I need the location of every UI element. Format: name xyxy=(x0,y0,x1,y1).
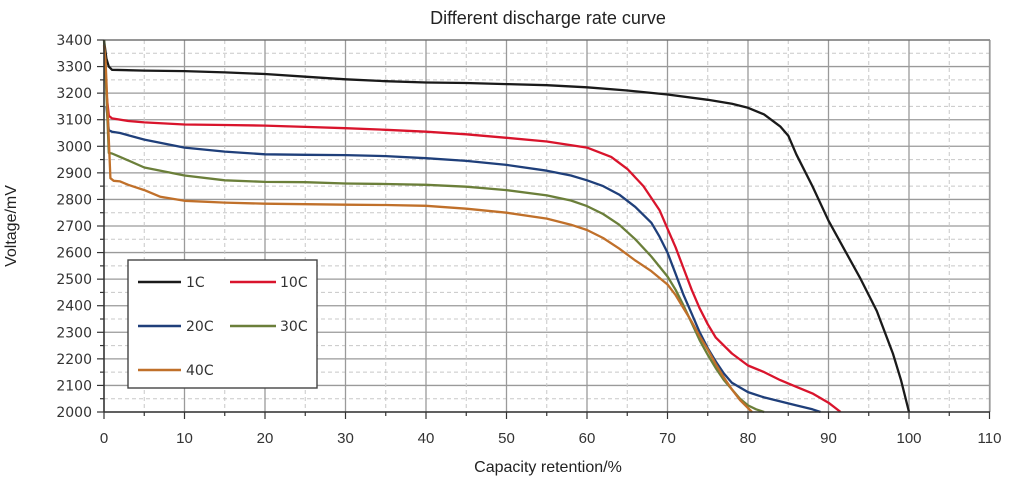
y-axis-label: Voltage/mV xyxy=(3,185,20,267)
legend-label-20c: 20C xyxy=(186,319,214,335)
x-tick-label: 90 xyxy=(820,430,837,447)
y-tick-label: 2900 xyxy=(56,166,92,182)
x-tick-label: 0 xyxy=(100,430,108,447)
series-line-20c xyxy=(105,106,821,414)
y-tick-label: 2000 xyxy=(56,405,92,421)
y-tick-label: 3100 xyxy=(56,113,92,129)
x-ticks: 0 10 20 30 40 50 60 70 80 90 100 110 xyxy=(100,412,1002,447)
legend-label-40c: 40C xyxy=(186,363,214,379)
x-tick-label: 80 xyxy=(740,430,757,447)
y-tick-label: 3300 xyxy=(56,60,92,76)
series-layer xyxy=(102,39,911,414)
x-tick-label: 20 xyxy=(257,430,274,447)
y-ticks: 2000 2100 2200 2300 2400 2500 2600 2700 2800 2900… xyxy=(56,33,104,421)
x-tick-label: 30 xyxy=(337,430,354,447)
y-tick-label: 2600 xyxy=(56,246,92,262)
x-tick-label: 40 xyxy=(418,430,435,447)
y-tick-label: 3400 xyxy=(56,33,92,49)
series-line-10c xyxy=(105,92,842,413)
series-line-30c xyxy=(102,39,765,414)
x-tick-label: 100 xyxy=(896,430,921,447)
y-tick-label: 2500 xyxy=(56,272,92,288)
x-tick-label: 70 xyxy=(659,430,676,447)
x-tick-label: 110 xyxy=(978,430,1002,447)
legend: 1C 10C 20C 30C 40C xyxy=(127,259,318,389)
x-axis-label: Capacity retention/% xyxy=(474,459,622,476)
y-tick-label: 2100 xyxy=(56,378,92,394)
chart-title: Different discharge rate curve xyxy=(430,8,666,28)
y-tick-label: 3200 xyxy=(56,86,92,102)
y-tick-label: 2200 xyxy=(56,352,92,368)
y-tick-label: 2700 xyxy=(56,219,92,235)
x-tick-label: 60 xyxy=(579,430,596,447)
y-tick-label: 2300 xyxy=(56,325,92,341)
series-line-40c xyxy=(102,45,753,413)
series-line-1c xyxy=(102,39,911,413)
legend-label-30c: 30C xyxy=(280,319,308,335)
x-tick-label: 50 xyxy=(498,430,515,447)
y-tick-label: 2400 xyxy=(56,299,92,315)
y-tick-label: 2800 xyxy=(56,192,92,208)
x-tick-label: 10 xyxy=(176,430,193,447)
y-tick-label: 3000 xyxy=(56,139,92,155)
legend-label-1c: 1C xyxy=(186,275,205,291)
legend-label-10c: 10C xyxy=(280,275,308,291)
